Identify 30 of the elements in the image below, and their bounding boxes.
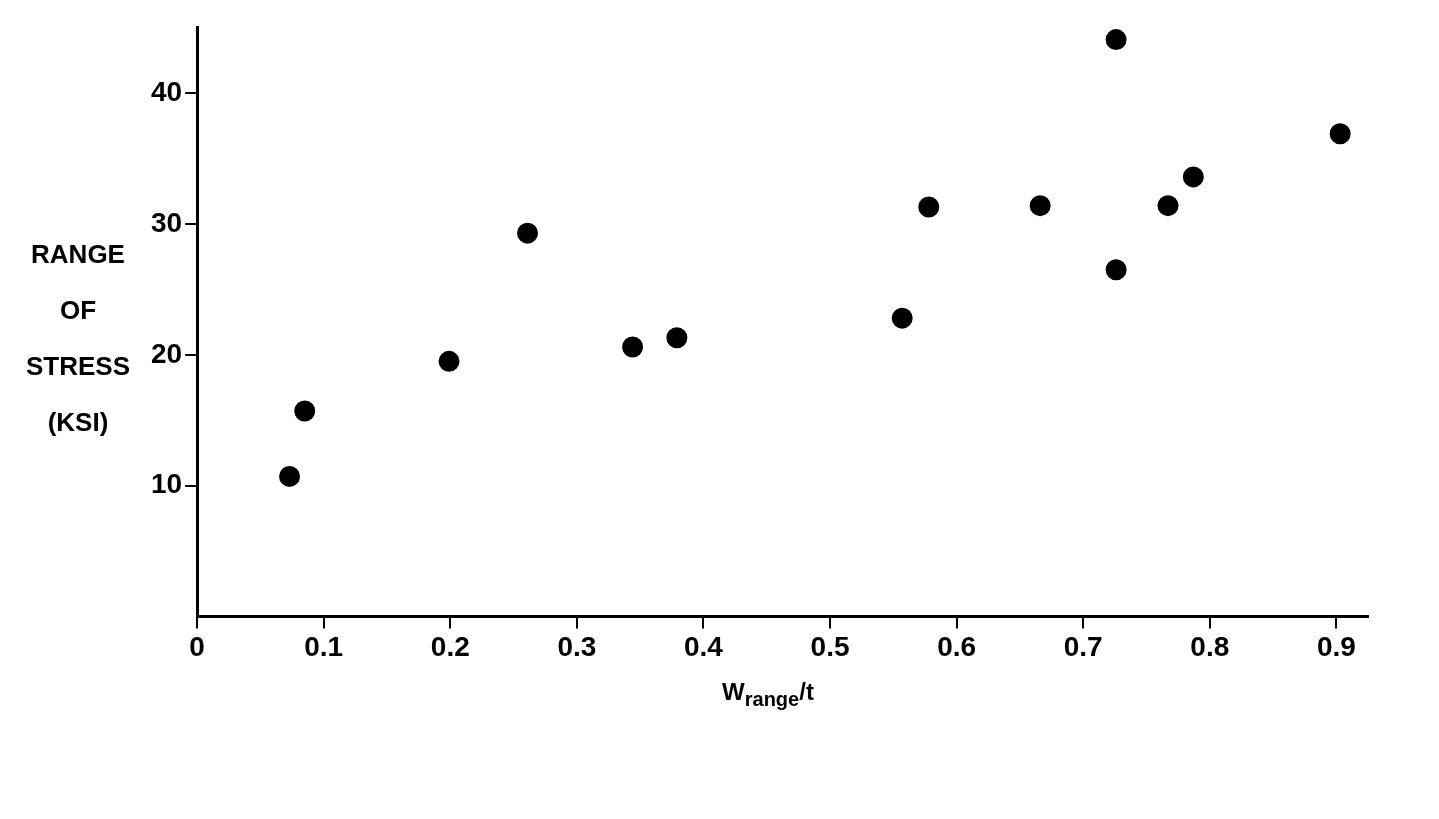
x-tick-label: 0.8: [1190, 630, 1230, 662]
y-tick-label: 40: [150, 75, 183, 107]
point: [1329, 123, 1351, 145]
point: [1105, 259, 1127, 281]
point: [438, 350, 460, 372]
point: [517, 222, 539, 244]
y-tick-label: 10: [150, 468, 183, 500]
point: [918, 196, 940, 218]
point: [622, 336, 644, 358]
point: [1105, 29, 1127, 51]
point: [1157, 195, 1179, 217]
point: [666, 327, 688, 349]
x-tick-label: 0.5: [810, 630, 850, 662]
point: [1029, 195, 1051, 217]
y-axis-title: RANGE OF STRESS (KSI): [25, 238, 131, 439]
y-tick-label: 30: [150, 206, 183, 238]
point: [891, 307, 913, 329]
x-tick-label: 0.4: [683, 630, 724, 662]
x-tick-label: 0.6: [937, 630, 977, 662]
x-tick-label: 0.7: [1063, 630, 1103, 662]
point: [279, 465, 301, 487]
x-tick-label: 0.9: [1316, 630, 1356, 662]
x-tick-label: 0.2: [430, 630, 470, 662]
x-tick-label: 0: [189, 630, 205, 662]
y-tick-label: 20: [150, 337, 183, 369]
point: [1182, 166, 1204, 188]
x-tick-label: 0.3: [557, 630, 597, 662]
x-tick-label: 0.1: [304, 630, 344, 662]
point: [294, 400, 316, 422]
x-axis-title: W$_{range}$/t: [721, 678, 815, 712]
